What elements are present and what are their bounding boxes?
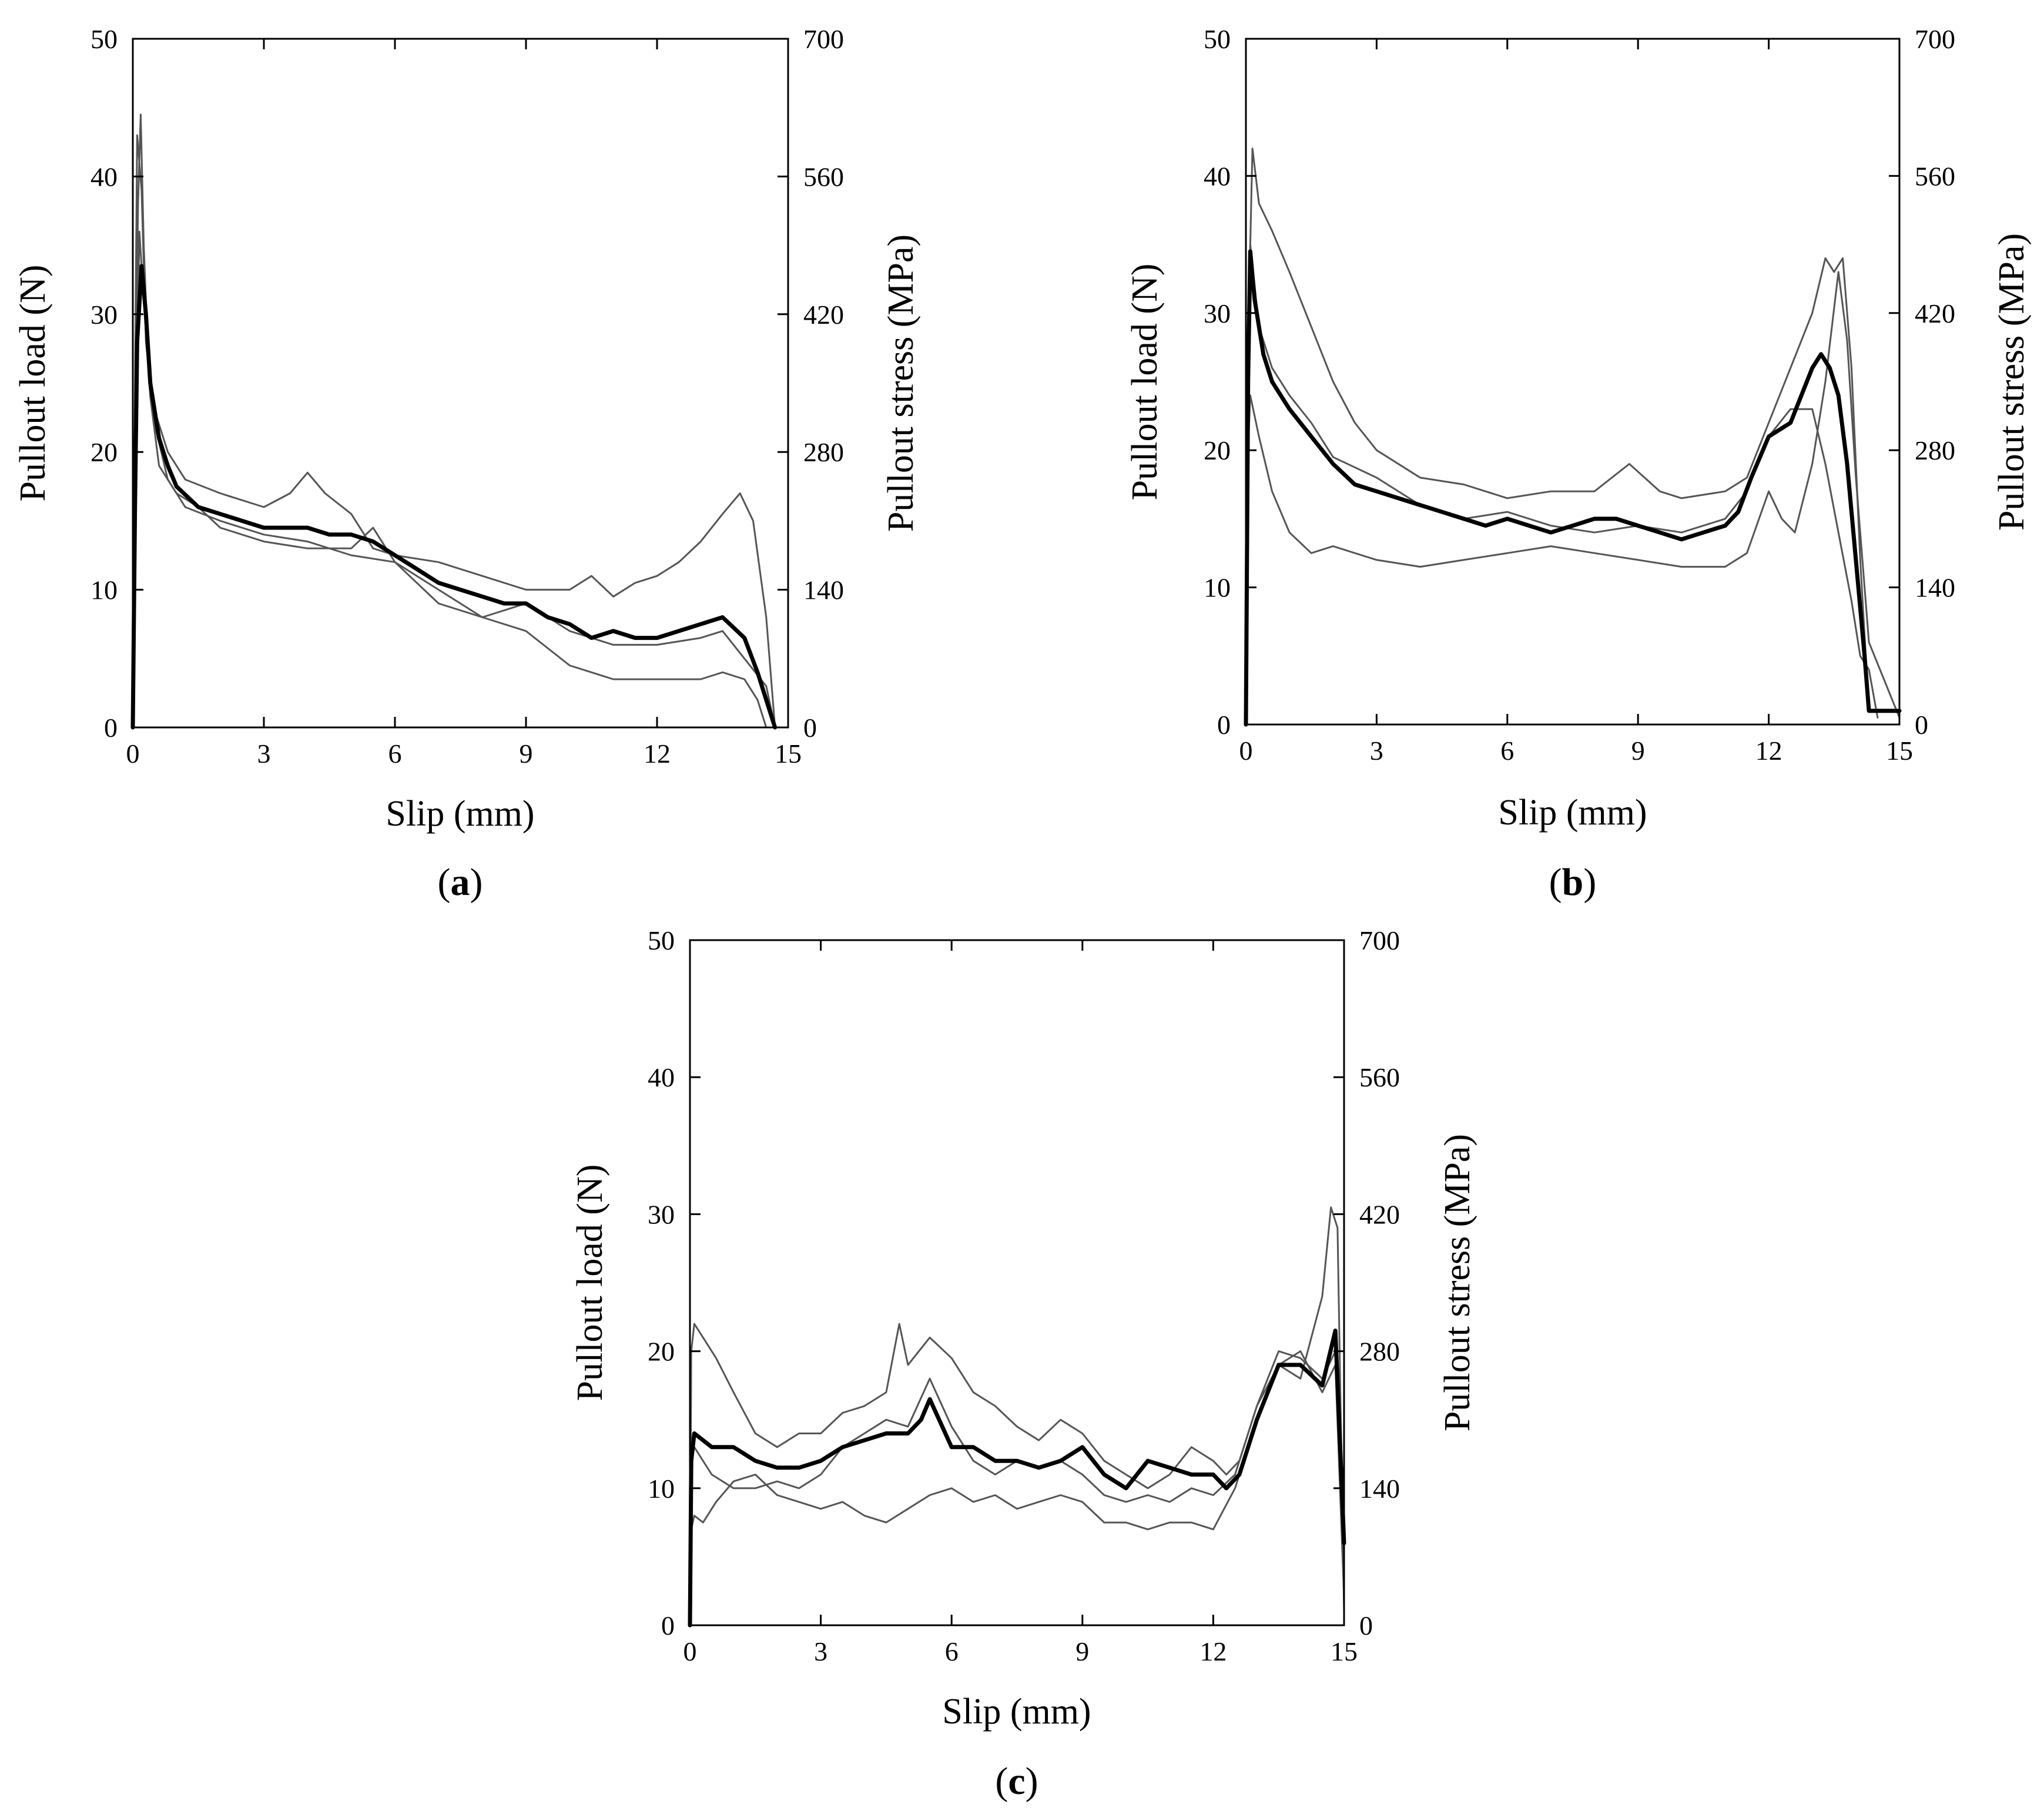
y2-tick-label: 700 [1915, 24, 1955, 54]
x-axis-title: Slip (mm) [386, 794, 534, 834]
chart-panel-a: Pullout load (N) Pullout stress (MPa) Sl… [13, 24, 921, 904]
y-axis-title-left: Pullout load (N) [570, 1165, 610, 1401]
y-tick-label: 0 [104, 713, 118, 743]
x-tick-label: 3 [1370, 736, 1383, 766]
x-tick-label: 12 [1755, 736, 1782, 766]
x-tick-label: 3 [257, 739, 271, 769]
y2-tick-label: 700 [803, 24, 844, 54]
x-tick-label: 0 [683, 1636, 697, 1666]
y-tick-label: 10 [91, 575, 118, 605]
x-tick-label: 9 [1631, 736, 1645, 766]
y2-tick-label: 140 [803, 575, 844, 605]
y2-tick-label: 560 [1915, 161, 1955, 191]
x-tick-label: 6 [1500, 736, 1514, 766]
y2-tick-label: 280 [803, 437, 844, 467]
x-tick-label: 0 [126, 739, 140, 769]
series-line-specimen-2 [1245, 271, 1901, 726]
y-axis-title-right: Pullout stress (MPa) [1992, 233, 2032, 531]
y-tick-label: 0 [661, 1611, 675, 1641]
x-tick-label: 6 [388, 739, 402, 769]
y2-tick-label: 280 [1359, 1337, 1400, 1367]
x-tick-label: 12 [1199, 1636, 1227, 1666]
series-line-average [1244, 249, 1902, 727]
y-tick-label: 0 [1217, 710, 1231, 740]
y-axis-title-left: Pullout load (N) [1125, 264, 1165, 501]
panel-label-c: (c) [995, 1760, 1038, 1803]
panel-label-a: (a) [438, 861, 483, 904]
y2-tick-label: 420 [1915, 298, 1955, 328]
y2-tick-label: 560 [1359, 1062, 1400, 1092]
y-axis-title-right: Pullout stress (MPa) [1437, 1134, 1477, 1431]
y-tick-label: 20 [91, 437, 118, 467]
series-line-specimen-3 [1245, 243, 1879, 726]
y2-tick-label: 700 [1359, 925, 1400, 955]
series-line-average [688, 1329, 1346, 1628]
series-line-average [130, 264, 778, 730]
x-tick-label: 15 [775, 739, 802, 769]
y-tick-label: 50 [91, 24, 118, 54]
y-tick-label: 40 [648, 1062, 675, 1092]
x-axis-title: Slip (mm) [1498, 793, 1647, 833]
y-tick-label: 50 [1204, 24, 1231, 54]
y-tick-label: 20 [1204, 435, 1231, 465]
y-tick-label: 10 [648, 1474, 675, 1504]
y2-tick-label: 560 [803, 162, 844, 192]
y-axis-title-left: Pullout load (N) [13, 265, 53, 502]
y-tick-label: 20 [648, 1337, 675, 1367]
series-line-specimen-3 [132, 230, 776, 729]
x-tick-label: 0 [1239, 736, 1253, 766]
y2-tick-label: 140 [1915, 573, 1955, 603]
y-tick-label: 50 [648, 925, 675, 955]
y-tick-label: 30 [1204, 298, 1231, 328]
y2-tick-label: 420 [803, 300, 844, 330]
x-axis-title: Slip (mm) [942, 1692, 1091, 1732]
y2-tick-label: 140 [1359, 1474, 1400, 1504]
y-tick-label: 40 [1204, 161, 1231, 191]
x-tick-label: 3 [814, 1636, 827, 1666]
y-tick-label: 40 [91, 162, 118, 192]
y-axis-title-right: Pullout stress (MPa) [881, 234, 921, 532]
plot-frame [1245, 38, 1901, 726]
y2-tick-label: 420 [1359, 1199, 1400, 1229]
x-tick-label: 12 [644, 739, 671, 769]
y2-tick-label: 0 [1915, 710, 1928, 740]
y-tick-label: 30 [648, 1199, 675, 1229]
x-tick-label: 15 [1886, 736, 1913, 766]
y2-tick-label: 280 [1915, 435, 1955, 465]
plot-frame [132, 38, 789, 729]
x-tick-label: 9 [1075, 1636, 1089, 1666]
y2-tick-label: 0 [803, 713, 817, 743]
x-tick-label: 15 [1331, 1636, 1358, 1666]
plot-frame [689, 939, 1345, 1626]
chart-panel-c: Pullout load (N) Pullout stress (MPa) Sl… [570, 925, 1477, 1803]
chart-panel-b: Pullout load (N) Pullout stress (MPa) Sl… [1125, 24, 2032, 904]
x-tick-label: 9 [520, 739, 533, 769]
panel-label-b: (b) [1549, 861, 1597, 904]
y-tick-label: 10 [1204, 573, 1231, 603]
x-tick-label: 6 [945, 1636, 959, 1666]
y-tick-label: 30 [91, 300, 118, 330]
y2-tick-label: 0 [1359, 1611, 1373, 1641]
series-line-specimen-1 [1245, 147, 1901, 726]
